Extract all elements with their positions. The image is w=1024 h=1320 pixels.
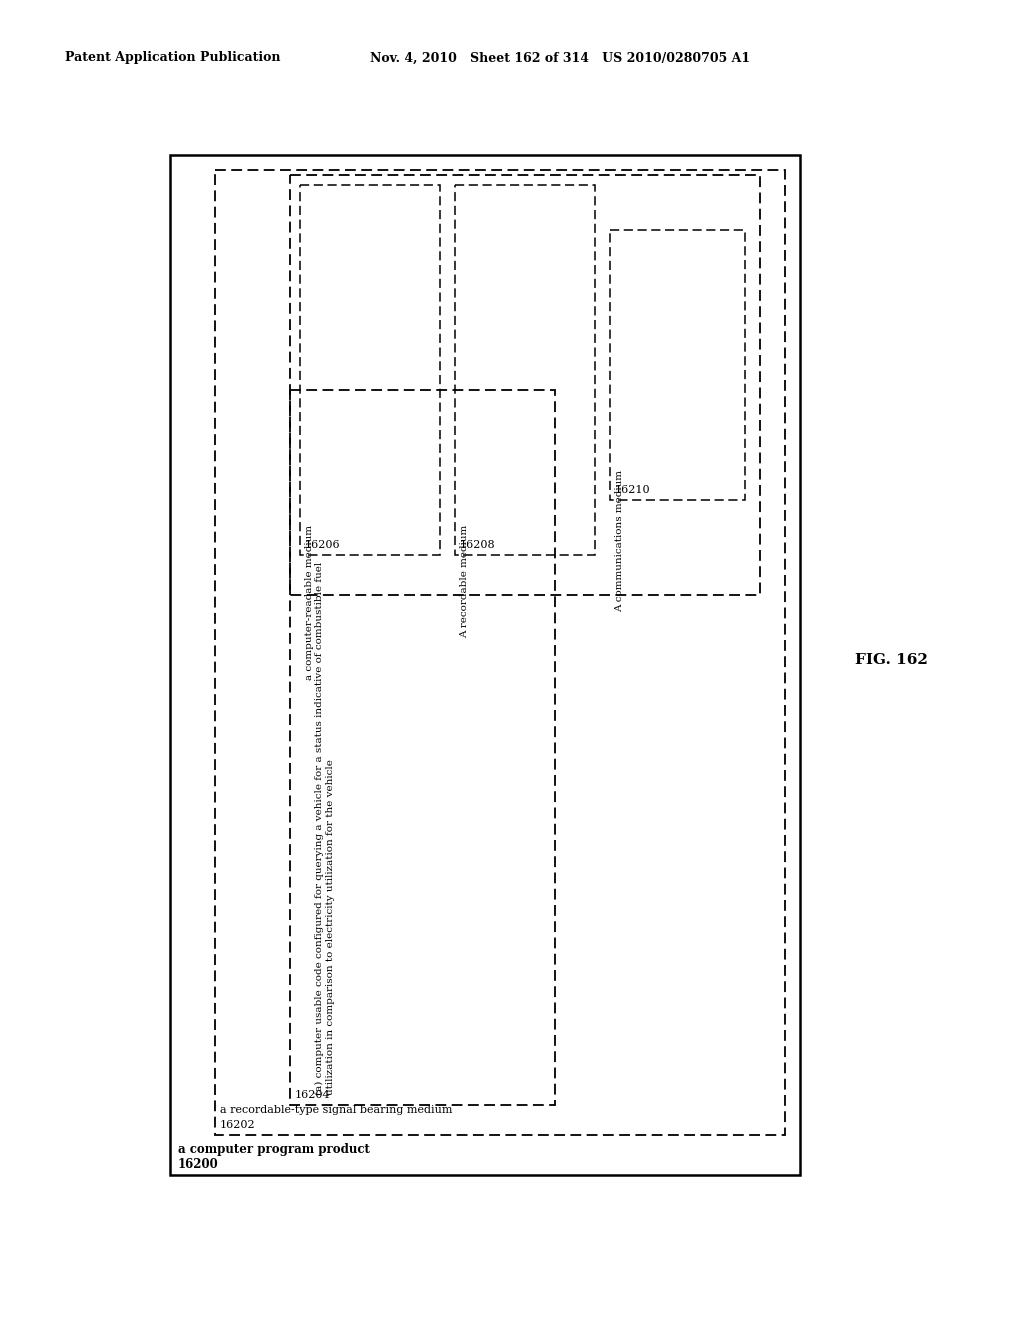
Text: FIG. 162: FIG. 162 [855, 653, 928, 667]
Bar [610, 230, 745, 500]
Text: 16200: 16200 [178, 1158, 219, 1171]
Text: a computer-readable medium: a computer-readable medium [305, 525, 314, 680]
Bar [455, 185, 595, 554]
Text: 16204: 16204 [295, 1090, 331, 1100]
Text: Patent Application Publication: Patent Application Publication [65, 51, 281, 65]
Text: Nov. 4, 2010   Sheet 162 of 314   US 2010/0280705 A1: Nov. 4, 2010 Sheet 162 of 314 US 2010/02… [370, 51, 751, 65]
Bar [290, 389, 555, 1105]
Bar [215, 170, 785, 1135]
Text: 16202: 16202 [220, 1119, 256, 1130]
Bar [170, 154, 800, 1175]
Bar [290, 176, 760, 595]
Text: (a) computer usable code configured for querying a vehicle for a status indicati: (a) computer usable code configured for … [315, 562, 335, 1096]
Text: A recordable medium: A recordable medium [460, 525, 469, 639]
Text: 16206: 16206 [305, 540, 341, 550]
Text: 16210: 16210 [615, 484, 650, 495]
Text: 16208: 16208 [460, 540, 496, 550]
Bar [300, 185, 440, 554]
Text: a computer program product: a computer program product [178, 1143, 370, 1156]
Text: a recordable-type signal bearing medium: a recordable-type signal bearing medium [220, 1105, 453, 1115]
Text: A communications medium: A communications medium [615, 470, 624, 612]
